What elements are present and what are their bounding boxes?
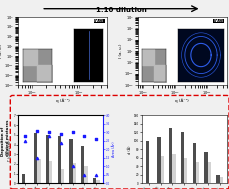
X-axis label: q (Å⁻¹): q (Å⁻¹)	[56, 98, 70, 103]
Point	[24, 134, 27, 137]
Point	[24, 139, 27, 143]
Point	[59, 141, 63, 144]
Bar	[208, 162, 211, 183]
Text: WAXS: WAXS	[214, 19, 224, 23]
Bar	[46, 135, 49, 183]
Point	[35, 156, 39, 159]
Point	[71, 131, 74, 134]
Bar	[81, 146, 85, 183]
Text: WAXS: WAXS	[94, 19, 104, 23]
Y-axis label: d (Å): d (Å)	[128, 145, 132, 154]
Bar	[172, 154, 176, 183]
Point	[83, 134, 86, 137]
Point	[59, 133, 63, 136]
Bar	[193, 143, 196, 183]
Bar	[73, 163, 76, 183]
Point	[83, 173, 86, 176]
Point	[35, 129, 39, 132]
Bar	[34, 133, 37, 183]
Bar	[61, 169, 64, 183]
Y-axis label: Area (Å²): Area (Å²)	[112, 142, 116, 157]
Bar	[69, 139, 73, 183]
Bar	[216, 175, 220, 183]
Bar	[145, 141, 149, 183]
Point	[71, 165, 74, 168]
Bar	[22, 174, 25, 183]
Point	[94, 173, 98, 176]
Point	[94, 138, 98, 141]
Bar	[196, 162, 199, 183]
Bar	[157, 137, 161, 183]
Text: Deposition of
diluted mixtures: Deposition of diluted mixtures	[1, 120, 10, 156]
Bar	[57, 136, 61, 183]
Point	[47, 131, 51, 134]
Bar	[93, 178, 96, 183]
Bar	[85, 166, 88, 183]
Point	[47, 134, 51, 137]
Y-axis label: Γ (μmol/cm²): Γ (μmol/cm²)	[8, 138, 12, 161]
Bar	[49, 161, 52, 183]
Bar	[181, 132, 184, 183]
Bar	[184, 158, 188, 183]
Bar	[96, 180, 100, 183]
Bar	[161, 156, 164, 183]
Bar	[37, 159, 41, 183]
Bar	[220, 177, 223, 183]
Y-axis label: I (a. u.): I (a. u.)	[119, 44, 123, 58]
Y-axis label: I (a. u.): I (a. u.)	[0, 44, 3, 58]
X-axis label: q (Å⁻¹): q (Å⁻¹)	[175, 98, 189, 103]
Bar	[204, 152, 208, 183]
Bar	[169, 128, 172, 183]
Text: 1:10 dilution: 1:10 dilution	[96, 7, 147, 13]
